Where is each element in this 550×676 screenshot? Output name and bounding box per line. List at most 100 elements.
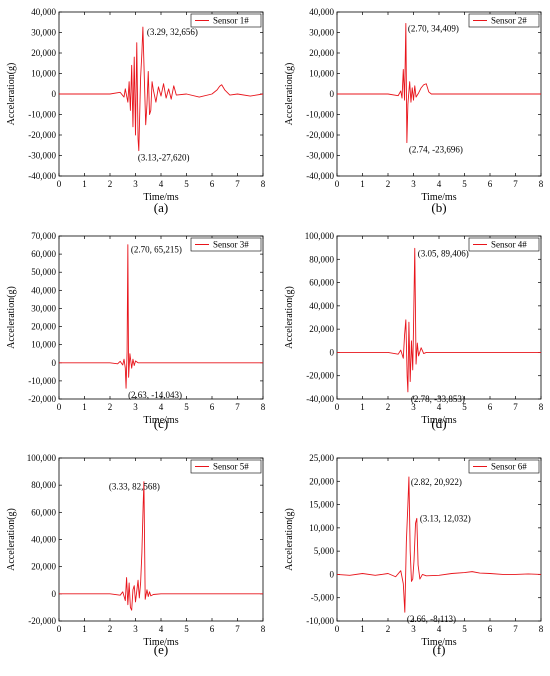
data-annotation: (2.70, 65,215) [131, 245, 182, 255]
y-tick-label: -20,000 [28, 616, 56, 626]
legend-box [468, 13, 540, 28]
series-line [337, 247, 541, 393]
plot-frame [58, 457, 264, 622]
y-tick-label: 5,000 [314, 546, 335, 556]
y-tick-label: 60,000 [309, 278, 334, 288]
y-tick-label: 30,000 [31, 303, 56, 313]
y-tick-label: -30,000 [28, 151, 56, 161]
y-tick-label: -20,000 [28, 130, 56, 140]
data-annotation: (2.70, 34,409) [408, 23, 459, 33]
x-tick-label: 5 [462, 179, 467, 189]
y-tick-label: 0 [330, 569, 335, 579]
y-tick-label: 40,000 [31, 7, 56, 17]
y-tick-label: 40,000 [309, 301, 334, 311]
x-tick-label: 3 [133, 179, 138, 189]
series-line [336, 476, 542, 613]
x-tick-label: 8 [539, 402, 544, 412]
y-tick-label: -20,000 [28, 394, 56, 404]
x-tick-label: 0 [335, 402, 340, 412]
x-tick-label: 5 [462, 402, 467, 412]
y-tick-label: -40,000 [306, 394, 334, 404]
y-tick-label: 70,000 [31, 231, 56, 241]
x-tick-label: 7 [235, 402, 240, 412]
legend-box [190, 237, 262, 252]
legend-box [468, 237, 540, 252]
chart-panel-b: 0 1 2 3 4 5 6 7 8 -40,000 -30,000 -20,000 -10,000 0 10… [284, 7, 544, 215]
legend-entry: Sensor 5# [213, 462, 249, 472]
x-tick-label: 6 [488, 624, 493, 634]
data-annotation: (3.13,-27,620) [138, 153, 190, 163]
x-tick-label: 0 [335, 179, 340, 189]
y-tick-label: 30,000 [31, 28, 56, 38]
x-tick-label: 3 [411, 179, 416, 189]
x-tick-label: 3 [133, 402, 138, 412]
plot-frame [336, 235, 542, 400]
y-tick-label: 60,000 [31, 507, 56, 517]
x-tick-label: 7 [513, 179, 518, 189]
x-tick-label: 3 [411, 624, 416, 634]
y-tick-label: -20,000 [306, 371, 334, 381]
x-tick-label: 0 [57, 402, 62, 412]
legend-entry: Sensor 4# [491, 240, 527, 250]
y-tick-label: 0 [52, 89, 57, 99]
x-axis-label: Time/ms [143, 192, 178, 203]
data-annotation: (3.33, 82,568) [109, 482, 160, 492]
x-tick-label: 4 [437, 624, 442, 634]
x-tick-label: 4 [437, 402, 442, 412]
y-tick-label: 20,000 [31, 562, 56, 572]
data-annotation: (3.29, 32,656) [147, 27, 198, 37]
x-tick-label: 1 [360, 402, 365, 412]
x-tick-label: 2 [386, 624, 391, 634]
x-tick-label: 6 [488, 179, 493, 189]
y-tick-label: 80,000 [31, 480, 56, 490]
x-tick-label: 7 [513, 624, 518, 634]
legend-entry: Sensor 2# [491, 16, 527, 26]
y-axis-label: Acceleration(g) [284, 63, 295, 126]
y-tick-label: 0 [330, 347, 335, 357]
x-tick-label: 1 [360, 179, 365, 189]
y-tick-label: -10,000 [28, 376, 56, 386]
x-tick-label: 1 [82, 179, 87, 189]
y-axis-label: Acceleration(g) [284, 286, 295, 349]
y-axis-label: Acceleration(g) [6, 508, 17, 571]
x-tick-label: 3 [133, 624, 138, 634]
chart-panel-a: 0 1 2 3 4 5 6 7 8 -40,000 -30,000 -20,000 -10,000 0 10… [6, 7, 266, 215]
data-annotation: (3.13, 12,032) [420, 513, 471, 523]
x-axis-label: Time/ms [421, 192, 456, 203]
y-tick-label: -10,000 [306, 616, 334, 626]
y-tick-label: 40,000 [31, 535, 56, 545]
y-tick-label: 20,000 [31, 322, 56, 332]
panel-label: (e) [154, 642, 168, 657]
x-tick-label: 6 [210, 624, 215, 634]
y-tick-label: 10,000 [309, 523, 334, 533]
x-tick-label: 7 [513, 402, 518, 412]
x-tick-label: 1 [360, 624, 365, 634]
x-tick-label: 8 [539, 179, 544, 189]
series-line [59, 481, 263, 611]
x-axis-label: Time/ms [143, 637, 178, 648]
data-annotation: (3.05, 89,406) [418, 248, 469, 258]
legend-box [190, 13, 262, 28]
legend-entry: Sensor 3# [213, 240, 249, 250]
x-tick-label: 7 [235, 179, 240, 189]
y-axis-label: Acceleration(g) [284, 508, 295, 571]
panel-label: (d) [431, 416, 446, 431]
x-tick-label: 2 [108, 179, 113, 189]
y-axis-label: Acceleration(g) [6, 286, 17, 349]
y-tick-label: -10,000 [28, 110, 56, 120]
y-tick-label: 20,000 [309, 48, 334, 58]
x-tick-label: 2 [386, 402, 391, 412]
chart-panel-f: 0 1 2 3 4 5 6 7 8 -10,000 -5,000 0 5,000 10,000 15,000… [284, 453, 544, 657]
x-tick-label: 5 [184, 179, 189, 189]
y-tick-label: 100,000 [305, 231, 335, 241]
y-tick-label: 10,000 [31, 340, 56, 350]
x-tick-label: 4 [159, 179, 164, 189]
y-tick-label: 20,000 [309, 476, 334, 486]
series-line [59, 244, 263, 389]
data-annotation: (2.82, 20,922) [411, 477, 462, 487]
legend-box [468, 459, 540, 474]
x-tick-label: 8 [261, 624, 266, 634]
y-tick-label: 40,000 [309, 7, 334, 17]
y-tick-label: 100,000 [27, 453, 57, 463]
y-tick-label: 10,000 [31, 69, 56, 79]
